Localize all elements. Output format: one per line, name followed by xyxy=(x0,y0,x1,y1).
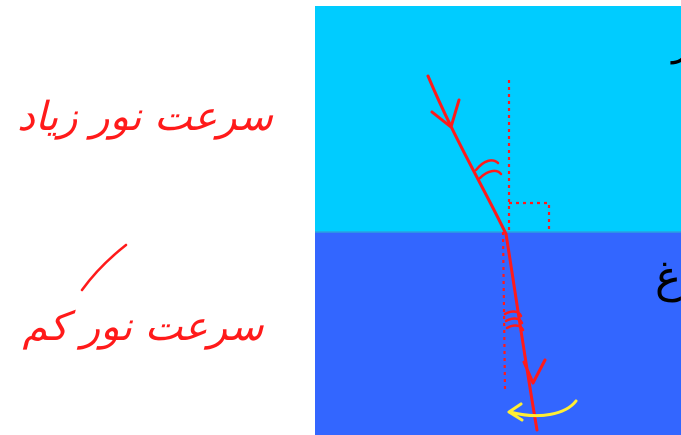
lower-medium-block xyxy=(315,232,681,435)
curved-arrow-icon xyxy=(508,399,578,418)
refracted-arrow-icon xyxy=(522,358,547,385)
incident-ray xyxy=(426,74,508,236)
incident-arrow-icon xyxy=(430,98,461,129)
lower-medium-glyph: غ xyxy=(655,252,681,303)
upper-medium-glyph: ر xyxy=(670,20,681,64)
upper-angle-mark-1 xyxy=(474,159,500,172)
normal-line-lower xyxy=(501,231,507,391)
curved-arrow-head xyxy=(507,402,524,422)
lower-angle-mark-3 xyxy=(505,324,525,332)
lower-note-stroke xyxy=(80,243,128,292)
upper-medium-block xyxy=(315,6,681,232)
upper-angle-mark-2 xyxy=(478,169,503,180)
upper-speed-note: سرعت نور زیاد xyxy=(17,94,273,140)
lower-angle-mark-1 xyxy=(503,310,523,318)
lower-angle-mark-2 xyxy=(504,317,524,325)
lower-speed-note: سرعت نور کم xyxy=(23,304,264,350)
